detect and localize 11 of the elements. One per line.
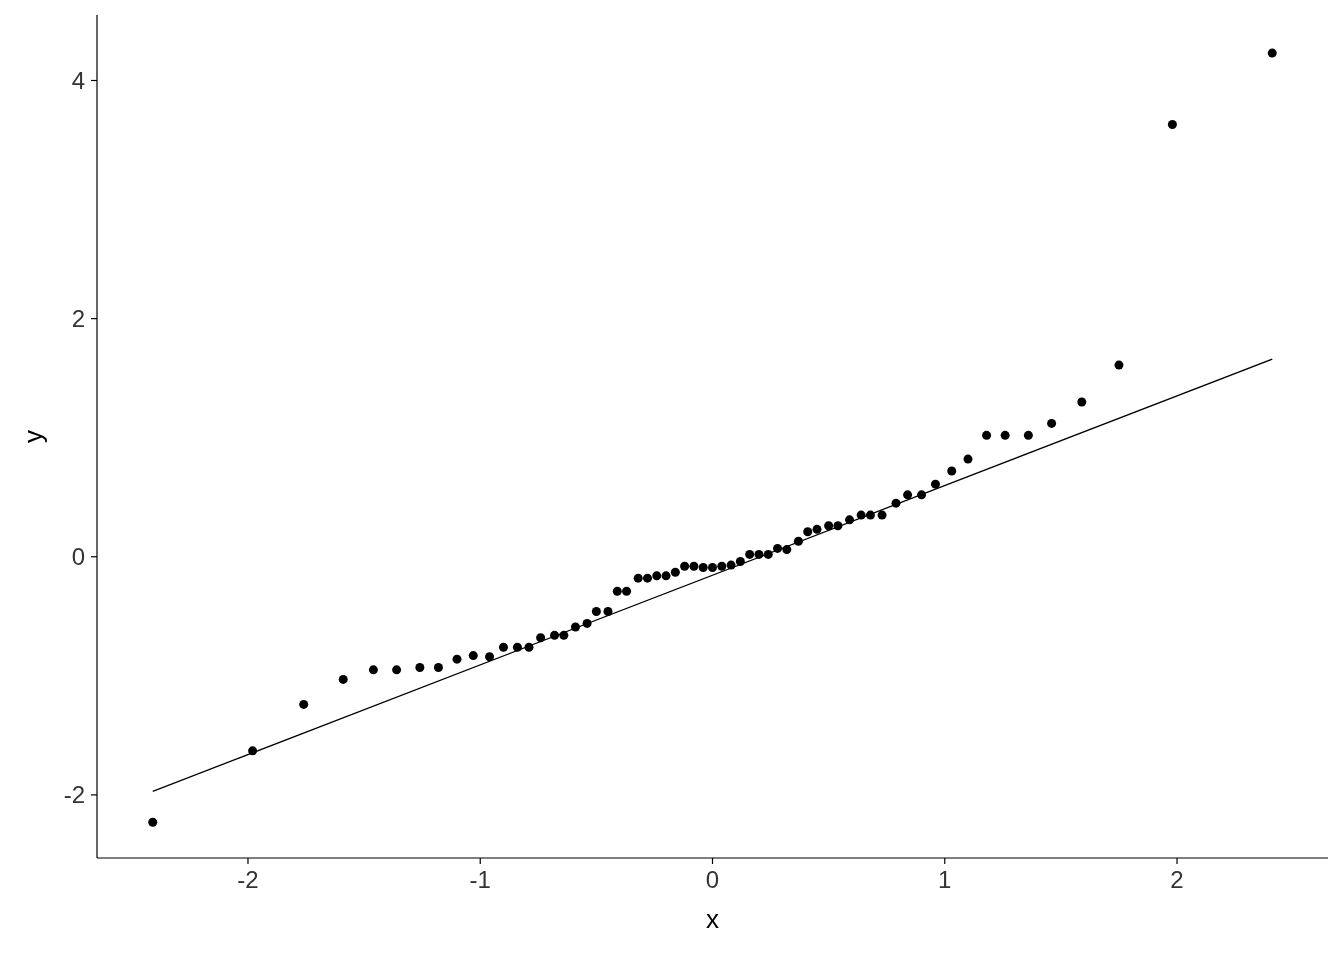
y-tick-label: 2: [71, 305, 85, 333]
y-tick-label: 0: [71, 543, 85, 571]
y-tick-label: -2: [63, 781, 85, 809]
x-tick-label: -1: [469, 866, 491, 893]
x-tick-label: 2: [1170, 866, 1184, 893]
y-axis-title: y: [18, 430, 48, 443]
y-tick-label: 4: [71, 66, 85, 94]
x-tick-label: 0: [705, 866, 720, 893]
x-axis-title: x: [706, 904, 719, 934]
x-tick-label: -2: [237, 866, 259, 893]
x-tick-label: 1: [938, 866, 952, 893]
